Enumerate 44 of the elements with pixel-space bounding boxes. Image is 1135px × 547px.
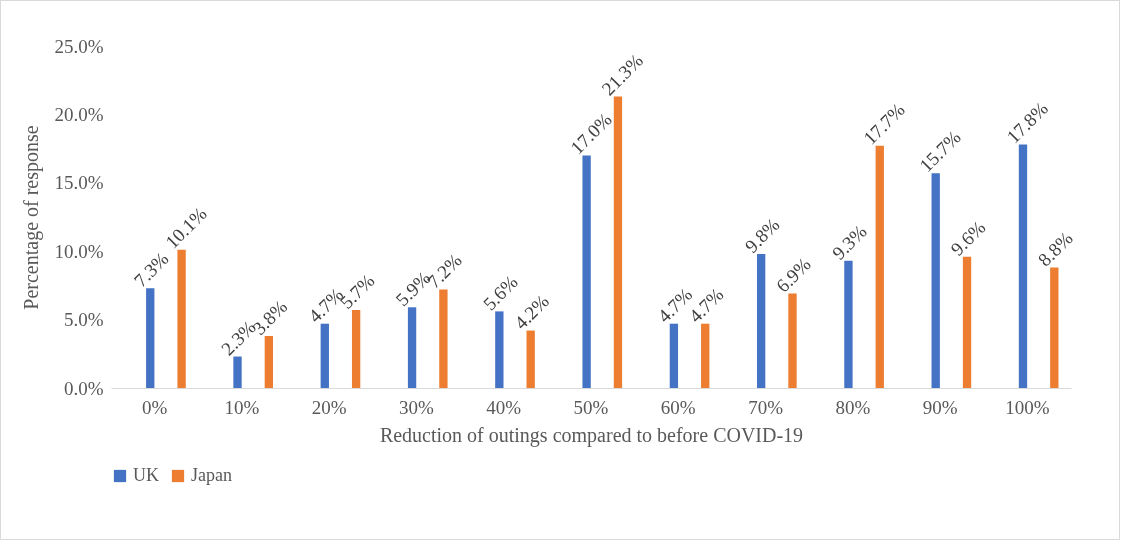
y-tick-label: 10.0%	[54, 240, 104, 262]
y-tick-label: 25.0%	[54, 35, 104, 57]
legend-label: Japan	[191, 465, 232, 485]
bar	[701, 323, 710, 388]
x-tick-label: 20%	[311, 396, 347, 418]
bar	[931, 173, 940, 388]
x-tick-label: 10%	[224, 396, 260, 418]
bar	[669, 323, 679, 388]
x-tick-label: 0%	[141, 396, 168, 418]
bar	[844, 260, 853, 388]
bar	[407, 307, 417, 388]
x-tick-label: 70%	[748, 396, 784, 418]
bar	[962, 256, 972, 388]
x-tick-label: 30%	[399, 396, 435, 418]
y-axis-title: Percentage of response	[20, 125, 44, 310]
x-tick-label: 80%	[835, 396, 871, 418]
bar	[788, 293, 797, 388]
bar	[439, 289, 448, 388]
bar	[177, 249, 186, 388]
x-tick-label: 100%	[1005, 396, 1050, 418]
x-tick-label: 60%	[660, 396, 696, 418]
x-tick-label: 40%	[486, 396, 522, 418]
bar	[351, 310, 361, 388]
legend-label: UK	[133, 465, 159, 485]
y-tick-label: 5.0%	[63, 309, 104, 331]
bar	[146, 288, 155, 388]
bar	[613, 96, 623, 388]
bar	[875, 145, 884, 388]
y-tick-label: 15.0%	[54, 172, 104, 194]
bar	[320, 323, 329, 388]
bar	[495, 311, 504, 388]
y-tick-label: 20.0%	[54, 103, 104, 125]
y-tick-label: 0.0%	[63, 377, 104, 399]
bar	[264, 336, 274, 388]
x-tick-label: 90%	[922, 396, 958, 418]
bar	[526, 330, 535, 388]
bar	[582, 155, 591, 388]
bar	[1018, 144, 1028, 388]
data-label: 4.2%	[510, 290, 554, 334]
x-axis-title: Reduction of outings compared to before COVID-19	[379, 423, 804, 447]
bar	[233, 356, 242, 388]
bar	[1050, 267, 1059, 388]
bar	[756, 253, 766, 388]
x-tick-label: 50%	[573, 396, 609, 418]
